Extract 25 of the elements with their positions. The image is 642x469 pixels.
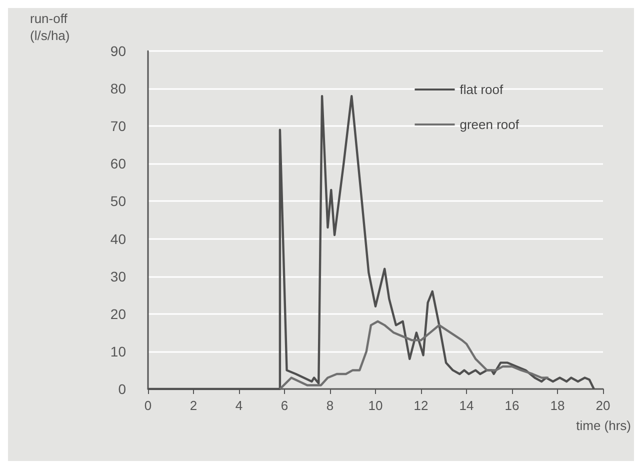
y-axis-title: run-off (l/s/ha) [30, 11, 70, 44]
y-tick-label: 10 [110, 343, 126, 360]
y-tick-label: 0 [118, 381, 126, 397]
x-tick-label: 0 [144, 398, 152, 413]
y-tick-label: 80 [110, 80, 126, 97]
legend-label: flat roof [460, 82, 504, 97]
x-axis-title: time (hrs) [576, 418, 631, 433]
y-tick-label: 50 [110, 193, 126, 210]
y-tick-label: 70 [110, 118, 126, 134]
x-tick-label: 10 [368, 398, 383, 413]
x-tick-label: 18 [550, 398, 565, 413]
y-tick-label: 40 [110, 230, 126, 247]
y-tick-label: 90 [110, 43, 126, 59]
x-tick-label: 12 [414, 398, 428, 413]
x-tick-label: 4 [235, 398, 243, 413]
legend-label: green roof [460, 117, 520, 132]
y-tick-label: 20 [110, 306, 126, 322]
y-tick-label: 60 [110, 156, 126, 172]
x-tick-label: 8 [326, 398, 334, 413]
x-tick-label: 16 [504, 398, 520, 413]
x-tick-label: 14 [459, 398, 474, 413]
y-tick-label: 30 [110, 268, 126, 284]
x-tick-label: 6 [280, 398, 288, 413]
x-tick-label: 2 [190, 398, 198, 413]
x-tick-label: 20 [596, 398, 610, 413]
